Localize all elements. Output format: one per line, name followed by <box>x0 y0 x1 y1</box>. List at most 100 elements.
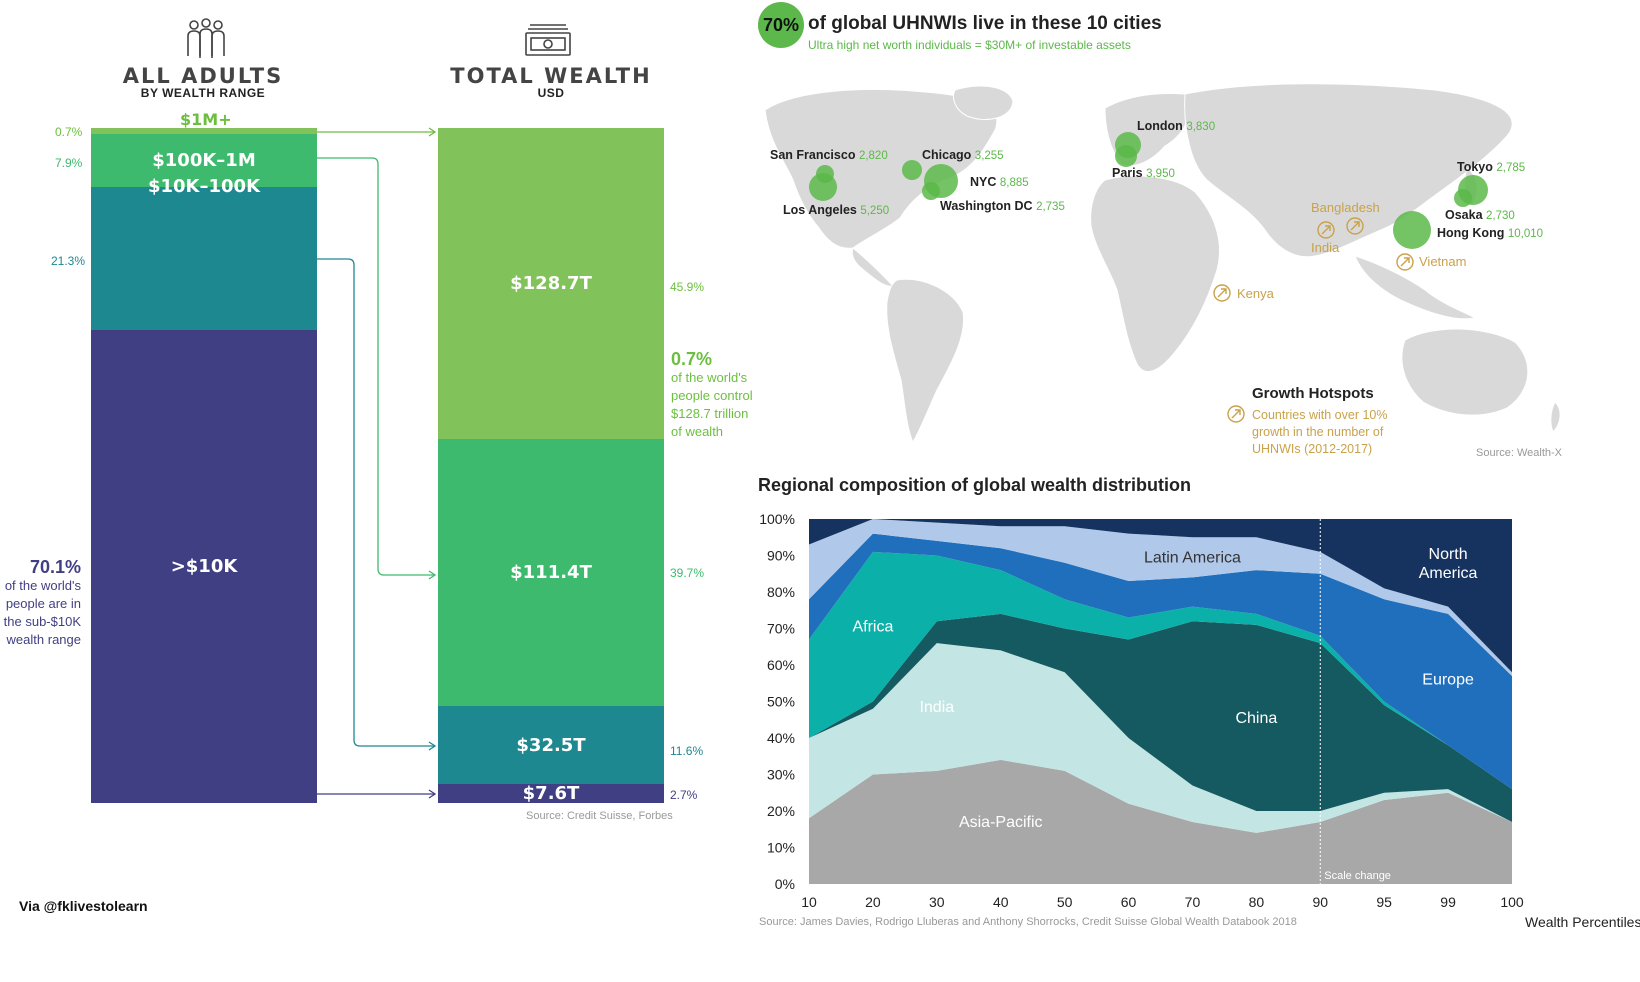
legend-text: UHNWIs (2012-2017) <box>1252 442 1372 456</box>
wealth-label: $128.7T <box>510 273 592 294</box>
wealth-segment-100k-1m: $111.4T <box>438 439 664 706</box>
map-title: of global UHNWIs live in these 10 cities <box>808 13 1162 34</box>
segment-label-1m: $1M+ <box>180 110 232 129</box>
y-tick-label: 100% <box>759 511 795 527</box>
via-credit: Via @fklivestolearn <box>19 898 148 914</box>
wealth-label: $7.6T <box>522 783 580 804</box>
x-tick-label: 90 <box>1312 894 1328 910</box>
wealth-label: $111.4T <box>510 562 592 583</box>
hotspot-label: Bangladesh <box>1311 200 1380 215</box>
people-icon <box>187 18 225 58</box>
y-tick-label: 30% <box>767 767 795 783</box>
note-top-line: $128.7 trillion <box>671 406 749 421</box>
hotspot-icon <box>1346 217 1364 235</box>
area-europe <box>809 533 1512 790</box>
area-north-america <box>809 519 1512 673</box>
land-north-america <box>764 88 998 249</box>
city-label: Los Angeles 5,250 <box>783 203 889 217</box>
wealth-pct: 11.6% <box>670 744 704 758</box>
y-tick-label: 0% <box>775 876 795 892</box>
adults-title: ALL ADULTS <box>122 64 284 88</box>
region-label: Latin America <box>1144 549 1241 566</box>
note-top-1pct: 0.7% of the world's people control $128.… <box>671 350 753 441</box>
hotspot-label: Kenya <box>1237 286 1275 301</box>
city-label: Chicago 3,255 <box>922 148 1004 162</box>
region-label: China <box>1235 710 1277 727</box>
area-chart: Scale change 0% 10% 20% 30% 40% 50% 60% 70% 80% 9… <box>759 511 1640 930</box>
city-label: Osaka 2,730 <box>1445 208 1515 222</box>
city-label: Hong Kong 10,010 <box>1437 226 1543 240</box>
segment-label-under-10k: >$10K <box>170 556 238 577</box>
note-top-big: 0.7% <box>671 349 713 369</box>
left-source: Source: Credit Suisse, Forbes <box>526 810 673 822</box>
map-subtitle: Ultra high net worth individuals = $30M+… <box>808 38 1131 52</box>
note-sub-10k: 70.1% of the world's people are in the s… <box>0 558 81 649</box>
bubble-hong-kong <box>1393 211 1431 249</box>
segment-label-10k-100k: $10K–100K <box>147 175 261 197</box>
x-tick-label: 99 <box>1440 894 1456 910</box>
land-south-america <box>886 278 965 444</box>
area-china <box>809 613 1512 822</box>
land-australia <box>1401 328 1529 416</box>
hotspot-markers <box>1213 217 1414 302</box>
region-label: Africa <box>852 619 893 636</box>
chart-source: Source: James Davies, Rodrigo Lluberas a… <box>759 916 1297 928</box>
land-africa <box>1090 175 1221 373</box>
y-tick-label: 40% <box>767 730 795 746</box>
note-sub-10k-line: people are in <box>5 596 81 611</box>
wealth-pct: 39.7% <box>670 566 705 580</box>
legend-title: Growth Hotspots <box>1252 385 1374 402</box>
x-tick-label: 100 <box>1500 894 1524 910</box>
legend-text: growth in the number of <box>1252 425 1384 439</box>
segment-label-100k-1m: $100K–1M <box>152 150 256 171</box>
y-tick-label: 50% <box>767 694 795 710</box>
area-latin-america <box>809 519 1512 676</box>
hotspot-label: India <box>1311 240 1340 255</box>
y-tick-label: 60% <box>767 657 795 673</box>
wealth-pct: 2.7% <box>670 788 698 802</box>
y-axis: 0% 10% 20% 30% 40% 50% 60% 70% 80% 90% 100% <box>759 511 795 892</box>
city-label: Tokyo 2,785 <box>1457 160 1525 174</box>
note-top-line: of the world's <box>671 370 748 385</box>
map-source: Source: Wealth-X <box>1476 447 1563 459</box>
land-southeast-asia <box>1354 255 1477 320</box>
area-india <box>809 643 1512 833</box>
money-icon <box>525 24 571 56</box>
city-bubbles <box>809 132 1488 249</box>
x-tick-label: 80 <box>1249 894 1265 910</box>
note-sub-10k-line: the sub-$10K <box>3 614 81 629</box>
land-asia <box>1184 83 1513 258</box>
bubble-chicago <box>902 160 922 180</box>
adults-subtitle: BY WEALTH RANGE <box>140 86 266 100</box>
region-label: India <box>919 699 954 716</box>
x-tick-label: 30 <box>929 894 945 910</box>
adults-segment-100k-1m: $100K–1M <box>91 134 317 187</box>
x-tick-label: 20 <box>865 894 881 910</box>
wealth-segment-10k-100k: $32.5T <box>438 706 664 784</box>
land-masses <box>764 83 1561 444</box>
x-axis-label: Wealth Percentiles <box>1525 914 1640 930</box>
bubble-paris <box>1115 145 1137 167</box>
wealth-label: $32.5T <box>516 734 586 756</box>
world-map: San Francisco 2,820 Los Angeles 5,250 Ch… <box>764 83 1563 459</box>
y-tick-label: 80% <box>767 584 795 600</box>
adults-pct-1m: 0.7% <box>55 125 83 139</box>
region-label: Europe <box>1422 672 1474 689</box>
region-label: Asia-Pacific <box>959 814 1043 831</box>
y-tick-label: 20% <box>767 803 795 819</box>
hotspot-icon <box>1317 221 1335 239</box>
hotspot-icon <box>1213 284 1231 302</box>
x-tick-label: 95 <box>1376 894 1392 910</box>
bubble-osaka <box>1454 189 1472 207</box>
region-labels: Asia-Pacific India China Africa Europe Latin … <box>852 546 1477 831</box>
y-tick-label: 70% <box>767 621 795 637</box>
region-label: North America <box>1419 546 1478 582</box>
area-africa <box>809 551 1512 790</box>
legend-hotspot-icon <box>1227 405 1245 423</box>
note-top-line: people control <box>671 388 753 403</box>
bubble-washington-dc <box>922 182 940 200</box>
legend-text: Countries with over 10% <box>1252 408 1387 422</box>
x-axis: 10 20 30 40 50 60 70 80 90 95 99 100 <box>801 894 1524 910</box>
adults-pct-100k-1m: 7.9% <box>55 156 83 170</box>
wealth-pct: 45.9% <box>670 280 705 294</box>
